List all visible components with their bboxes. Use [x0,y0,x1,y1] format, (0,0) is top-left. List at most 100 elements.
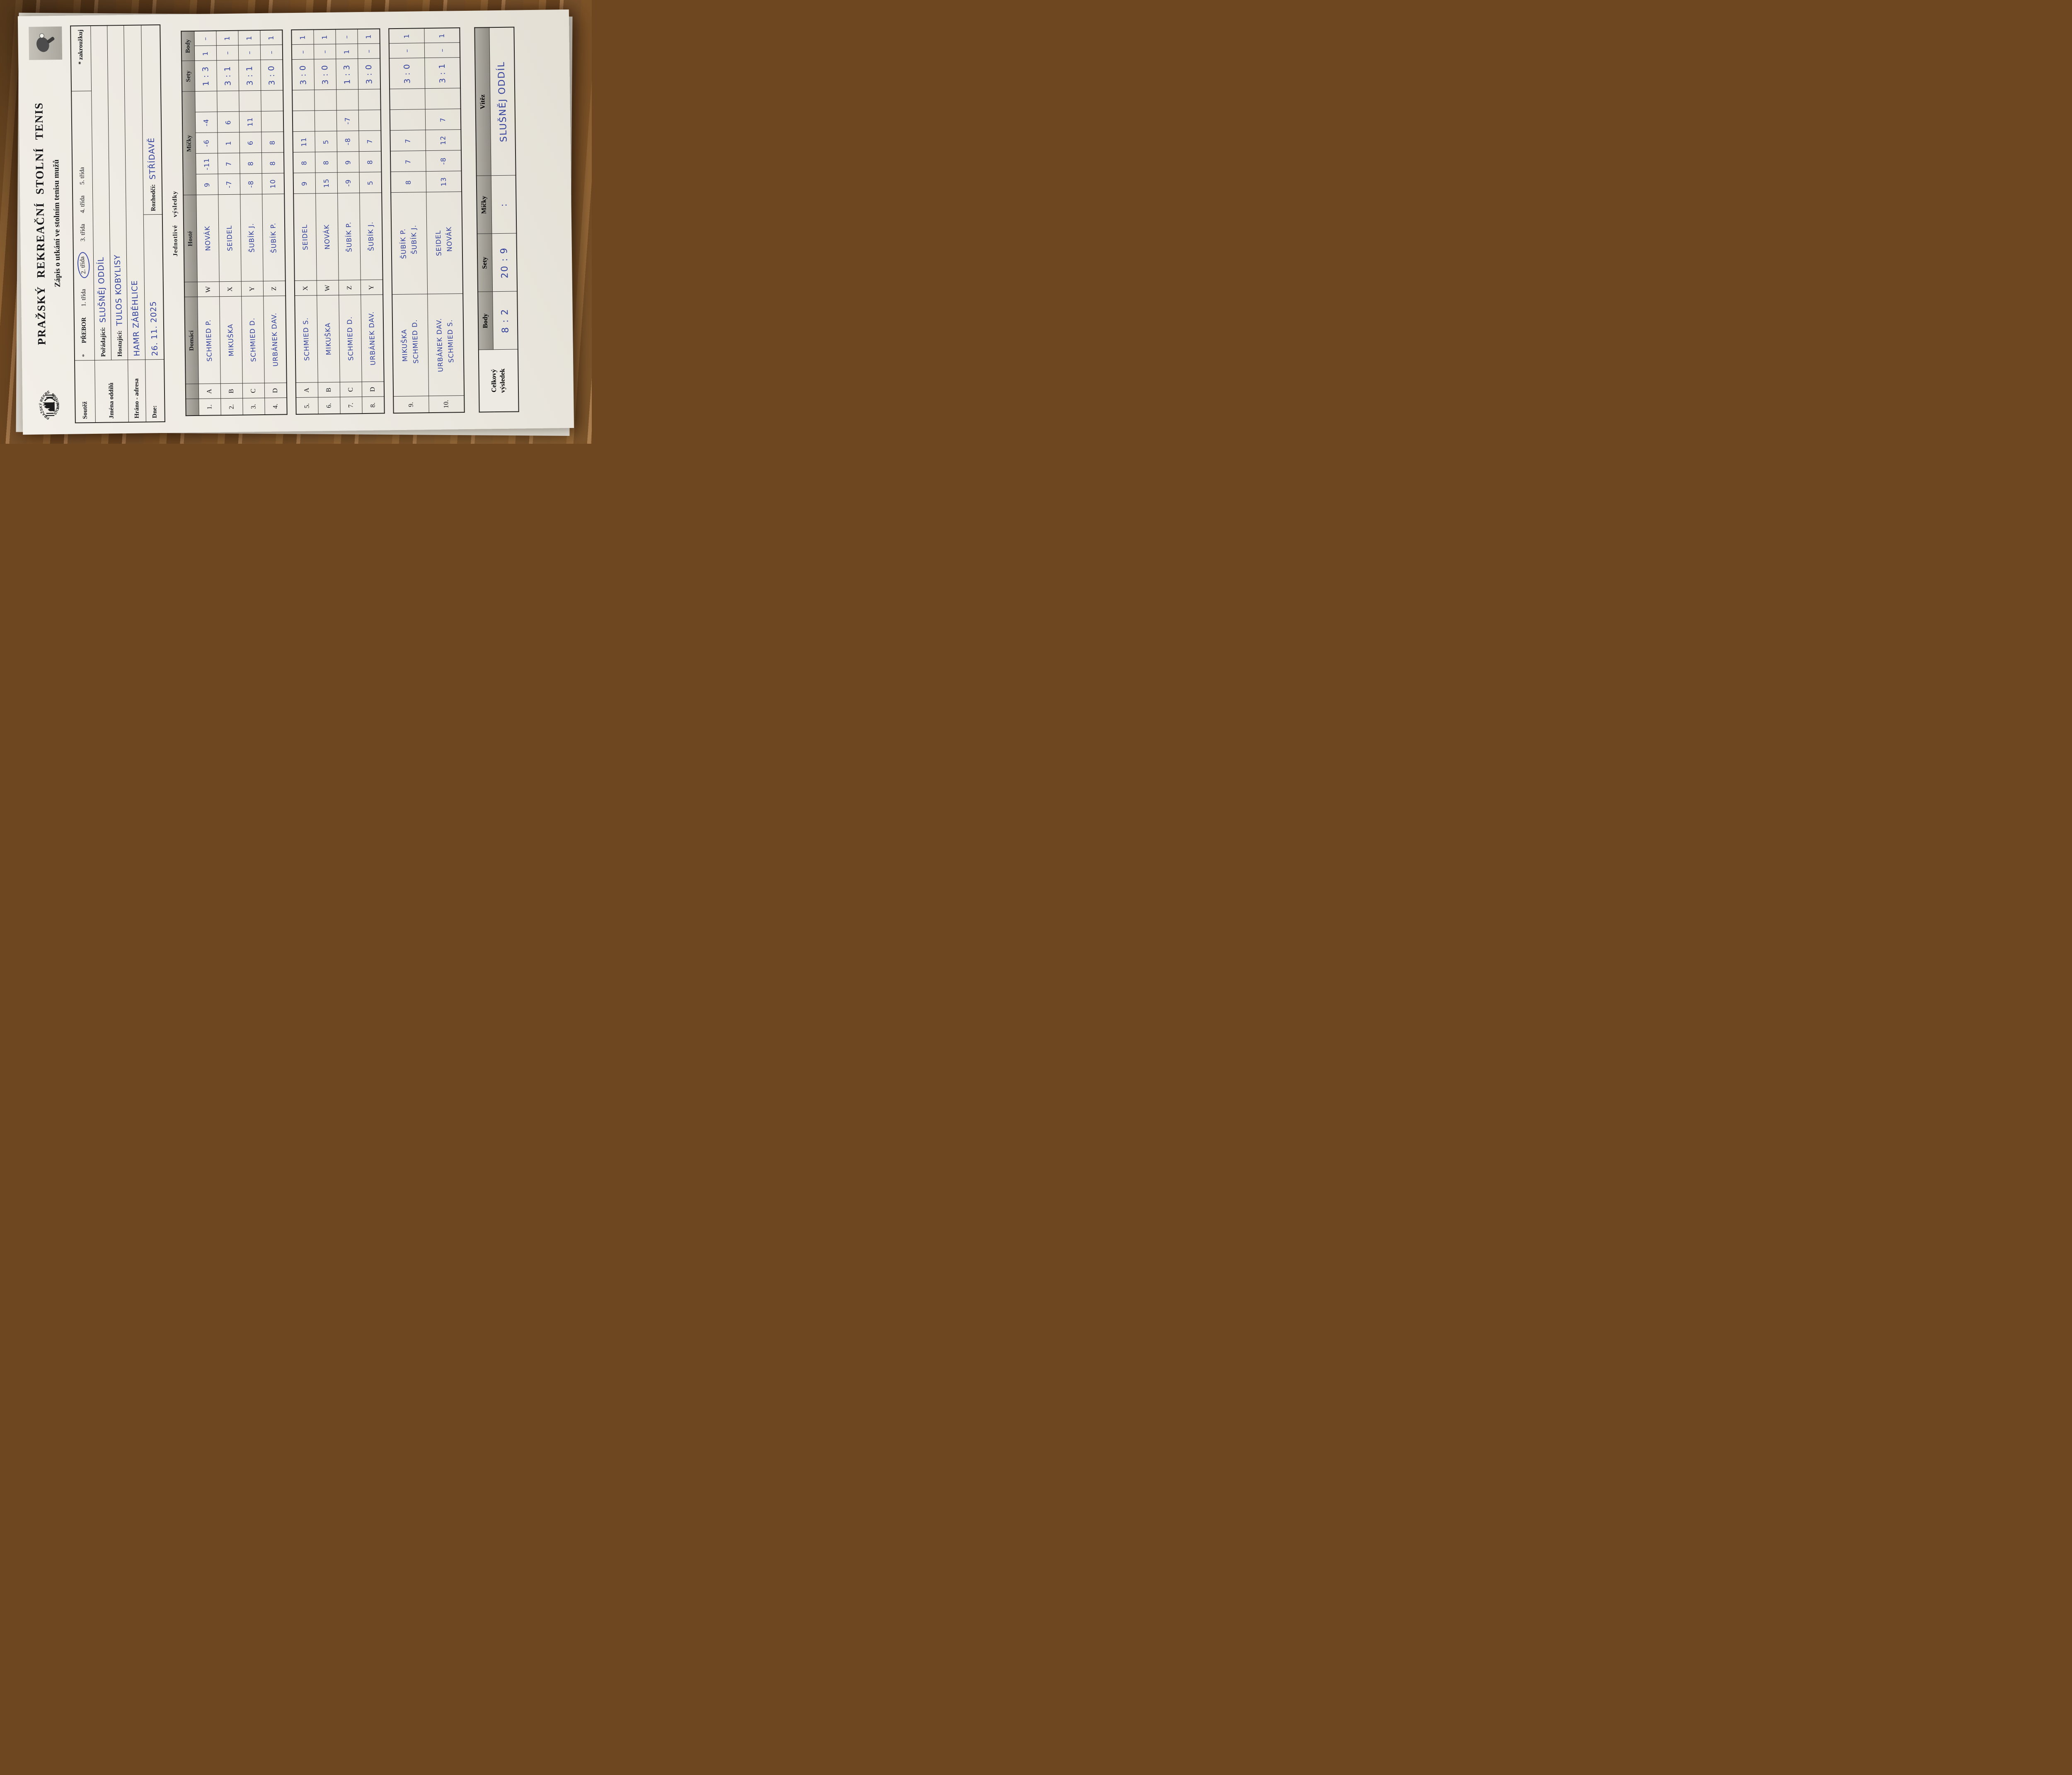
title-block: PRAŽSKÝ REKREAČNÍ STOLNÍ TENIS Zápis o u… [32,65,63,381]
summary-sets-score-handwriting: 20 : 9 [499,247,510,278]
header-sety: Sety [182,60,195,92]
sets-score: 3 : 0 [320,64,330,85]
set3-balls: 6 [246,140,254,145]
set3-balls: 12 [439,135,447,145]
home-player-handwriting: URBÁNEK DAV. [367,311,377,365]
header-blank-letter2 [184,282,198,297]
class-option-4: 4. třída [79,195,86,213]
match-number: 6. [318,397,341,414]
set1-balls: 5 [366,180,375,185]
set1-balls: -7 [225,180,233,188]
set1-balls: -9 [344,179,353,187]
guest-player-handwriting: ŠUBÍK J. [366,221,375,251]
home-pair-cell: MIKUŠKA SCHMIED D. [392,294,429,397]
hostujici-value-handwriting: TULOS KOBYLISY [113,254,124,326]
match-row-10: 10. URBÁNEK DAV. SCHMIED S. SEIDEL NOVÁK… [424,27,465,413]
set2-balls: 8 [322,160,330,165]
match-number: 9. [393,396,429,413]
soutez-label: Soutěž [75,360,95,423]
header-body: Body [181,31,195,61]
set4-balls: 11 [246,117,254,127]
summary-label-line1: Celkový [490,369,498,392]
guest-player-handwriting: SEIDEL [225,225,234,251]
home-player-handwriting: MIKUŠKA [324,322,333,355]
body-left: 1 [342,49,351,54]
match-number: 10. [428,395,465,413]
section-title: Jednotlivé výsledky [172,190,179,256]
home-letter: C [242,383,265,399]
body-right: 1 [438,33,446,38]
paddle-logo-box [29,26,63,60]
guest-player-handwriting: NOVÁK [322,224,332,250]
masthead: PRAŽSKÝ REKREAČNÍ STOLNÍ TENIS [27,26,68,425]
asterisk-mark: * [81,353,88,357]
home-letter: B [318,382,340,397]
logo-paddle-arc-icon [44,397,56,401]
guest-player-handwriting: NOVÁK [203,225,212,251]
summary-header-sety: Sety [477,233,493,292]
paper-sheet: PRAŽSKÝ REKREAČNÍ STOLNÍ TENIS [17,9,574,435]
guest-letter: Z [263,281,286,296]
set3-balls: 5 [322,139,330,144]
sets-score: 3 : 0 [364,64,374,84]
rozhodci-value-handwriting: STŘÍDAVĚ [147,137,157,180]
rozhodci-label: Rozhodčí: [150,184,157,211]
match-number: 7. [340,397,363,414]
header-blank-letter [185,384,199,399]
home-letter: C [340,382,362,397]
set1-balls: -8 [247,180,255,188]
class-option-5: 5. třída [79,167,86,185]
home-letter: A [295,382,318,398]
set2-balls: 7 [225,161,233,166]
set3-balls: -8 [344,137,352,145]
page-subtitle: Zápis o utkání ve stolním tenisu mužů [51,159,62,287]
set2-balls: 8 [300,160,308,165]
match-number: 8. [362,396,385,414]
class-option-2-circled: 2. třída [76,251,91,278]
prebor-option: PŘEBOR [80,317,88,343]
home-letter: B [220,383,243,399]
summary-header-body: Body [478,291,494,350]
summary-label-line2: výsledek [499,368,506,393]
body-left: – [223,51,232,55]
summary-header-vitez: Vítěz [474,27,491,176]
guest-pair-player1-handwriting: ŠUBÍK P. [399,228,408,259]
body-right: 1 [364,34,373,39]
body-left: – [245,51,254,55]
home-letter: A [198,383,221,399]
home-letter: D [264,382,287,398]
body-left: – [402,48,411,53]
set4-balls: -4 [202,118,211,126]
body-right: – [201,36,209,41]
sets-score: 3 : 1 [223,65,233,86]
guest-pair-player1-handwriting: SEIDEL [434,230,443,256]
guest-player-handwriting: ŠUBÍK J. [247,223,256,253]
guest-pair-cell: ŠUBÍK P. ŠUBÍK J. [391,192,428,295]
body-left: – [320,49,329,54]
hrano-adresa-value-handwriting: HAMR ZÁBĚHLICE [130,280,142,357]
match-record-form: PRAŽSKÝ REKREAČNÍ STOLNÍ TENIS [18,9,574,434]
match-row-9: 9. MIKUŠKA SCHMIED D. ŠUBÍK P. ŠUBÍK J. … [389,28,429,413]
set1-balls: 15 [322,178,331,188]
set1-balls: 8 [404,179,413,185]
guest-letter: W [197,281,220,297]
guest-letter: X [219,281,242,297]
dne-value-cell: 26. 11. 2025 [143,214,165,360]
match-number: 2. [220,398,243,415]
body-left: – [298,50,307,54]
set3-balls: -6 [202,139,211,147]
summary-body-score-handwriting: 8 : 2 [499,308,511,333]
poradajici-value-handwriting: SLUŠNĚJ ODDÍL [96,256,108,323]
match-row-4: 4. D URBÁNEK DAV. Z ŠUBÍK P. 10 8 8 3 : … [260,29,287,415]
body-right: 1 [402,33,411,39]
prst-club-logo: PRAŽSKÝ REKREAČNÍ STOLNÍ TENIS [28,387,68,425]
rozhodci-cell: Rozhodčí: STŘÍDAVĚ [141,24,162,215]
header-domaci: Domácí [184,297,199,384]
home-pair-player1-handwriting: MIKUŠKA [400,329,409,362]
paddle-icon [36,33,55,52]
guest-player-handwriting: SEIDEL [300,224,310,250]
dne-label: Dne: [145,359,165,422]
header-blank-num [186,399,199,416]
home-pair-player1-handwriting: URBÁNEK DAV. [435,317,445,372]
body-left: – [364,49,373,53]
